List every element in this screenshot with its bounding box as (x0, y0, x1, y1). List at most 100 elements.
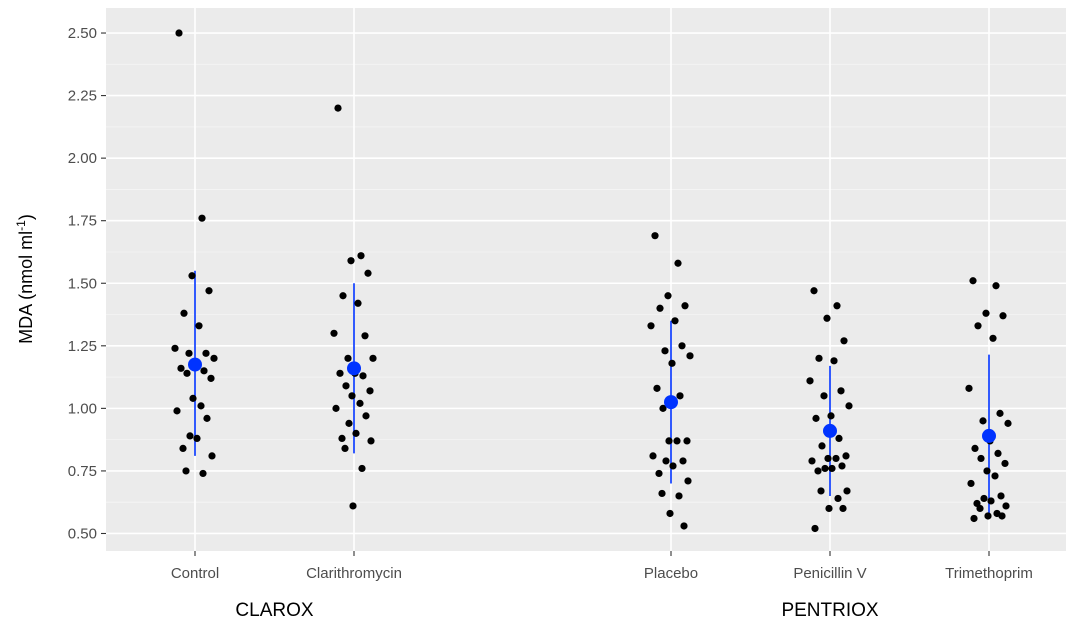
group-labels: CLAROX PENTRIOX (235, 600, 878, 620)
data-point (976, 504, 984, 513)
data-point (845, 402, 853, 410)
data-point (676, 392, 684, 400)
data-point (180, 309, 188, 317)
data-point (208, 452, 216, 460)
data-point (207, 374, 215, 382)
data-point (653, 384, 661, 392)
data-point (662, 457, 670, 465)
data-point (678, 342, 686, 350)
data-point (817, 487, 825, 495)
data-point (996, 409, 1004, 417)
data-point (203, 414, 211, 422)
y-tick-label: 1.75 (68, 213, 97, 230)
data-point (200, 367, 208, 375)
data-point (994, 449, 1002, 458)
data-point (659, 404, 667, 412)
x-tick-label: Trimethoprim (945, 565, 1033, 582)
data-point (369, 354, 377, 362)
data-point (366, 387, 374, 395)
group-label: PENTRIOX (781, 600, 878, 620)
data-point (210, 354, 218, 362)
data-point (977, 454, 985, 463)
data-point (827, 412, 835, 420)
data-point (838, 462, 846, 470)
data-point (344, 354, 352, 362)
data-point (649, 452, 657, 460)
data-point (669, 462, 677, 470)
data-point (185, 349, 193, 357)
data-point (664, 292, 672, 300)
x-tick-label: Placebo (644, 565, 698, 582)
data-point (352, 429, 360, 437)
mean-point (982, 428, 996, 443)
data-point (832, 454, 840, 463)
data-point (823, 314, 831, 322)
data-point (188, 272, 196, 280)
data-point (837, 387, 845, 395)
data-point (661, 347, 669, 355)
data-point (336, 369, 344, 377)
data-point (354, 299, 362, 307)
data-point (173, 407, 181, 415)
data-point (347, 257, 355, 265)
data-point (997, 492, 1005, 500)
data-point (1004, 419, 1012, 427)
data-point (810, 287, 818, 295)
data-point (367, 437, 375, 445)
x-axis: Control Clarithromycin Placebo Penicillin V… (171, 551, 1033, 582)
data-point (686, 352, 694, 360)
data-point (971, 444, 979, 453)
y-tick-label: 2.25 (68, 88, 97, 105)
y-tick-label: 2.50 (68, 25, 97, 42)
data-point (992, 282, 1000, 290)
data-point (821, 464, 829, 473)
data-point (674, 259, 682, 267)
data-point (812, 414, 820, 422)
data-point (339, 292, 347, 300)
data-point (681, 302, 689, 310)
data-point (348, 392, 356, 400)
data-point (658, 489, 666, 498)
data-point (987, 497, 995, 505)
mean-point (188, 357, 202, 372)
data-point (666, 509, 674, 518)
data-point (982, 309, 990, 317)
data-point (974, 322, 982, 330)
plot-panel (106, 8, 1066, 551)
data-point (991, 472, 999, 480)
x-tick-label: Penicillin V (793, 565, 866, 582)
data-point (361, 332, 369, 340)
data-point (189, 394, 197, 402)
data-point (818, 442, 826, 450)
data-point (806, 377, 814, 385)
data-point (197, 402, 205, 410)
data-point (680, 522, 688, 530)
data-point (647, 322, 655, 330)
data-point (198, 214, 206, 222)
data-point (345, 419, 353, 427)
data-point (179, 444, 187, 453)
y-tick-label: 0.50 (68, 525, 97, 542)
data-point (186, 432, 194, 440)
data-point (1002, 502, 1010, 510)
data-point (967, 479, 975, 488)
data-point (834, 494, 842, 503)
data-point (171, 344, 179, 352)
data-point (843, 487, 851, 495)
data-point (330, 329, 338, 337)
data-point (205, 287, 213, 295)
data-point (840, 337, 848, 345)
data-point (675, 492, 683, 500)
data-point (989, 334, 997, 342)
data-point (358, 464, 366, 473)
data-point (656, 304, 664, 312)
y-axis-title: MDA (nmol ml-1) (14, 214, 36, 344)
data-point (193, 434, 201, 442)
data-point (824, 454, 832, 463)
data-point (349, 502, 357, 510)
data-point (842, 452, 850, 460)
y-axis: 0.50 0.75 1.00 1.25 1.50 1.75 2.00 2.25 2.50 (68, 25, 106, 542)
data-point (820, 392, 828, 400)
data-point (999, 312, 1007, 320)
